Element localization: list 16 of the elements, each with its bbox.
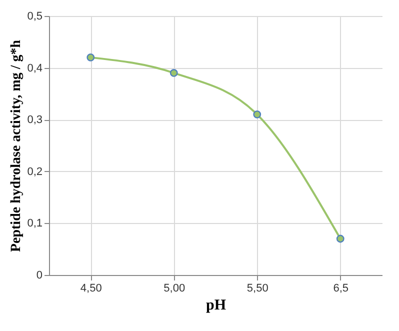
x-tick-label: 5,00 (164, 282, 186, 294)
x-tick-label: 6,5 (333, 282, 349, 294)
y-tick-label: 0,2 (27, 166, 42, 178)
y-tick-label: 0,4 (27, 62, 42, 74)
point (336, 234, 344, 243)
y-axis-title: Peptide hydrolase activity, mg / g*h (9, 40, 24, 252)
point (170, 69, 178, 77)
point (86, 53, 95, 62)
x-tick-label: 4,50 (80, 282, 102, 294)
x-tick-label: 5,50 (246, 282, 268, 294)
y-tick-label: 0 (36, 270, 42, 282)
x-axis-title: pH (206, 298, 226, 314)
y-tick-label: 0,3 (27, 114, 42, 126)
y-tick-label: 0,1 (27, 218, 42, 230)
point (253, 110, 262, 118)
y-tick-label: 0,5 (27, 10, 42, 22)
